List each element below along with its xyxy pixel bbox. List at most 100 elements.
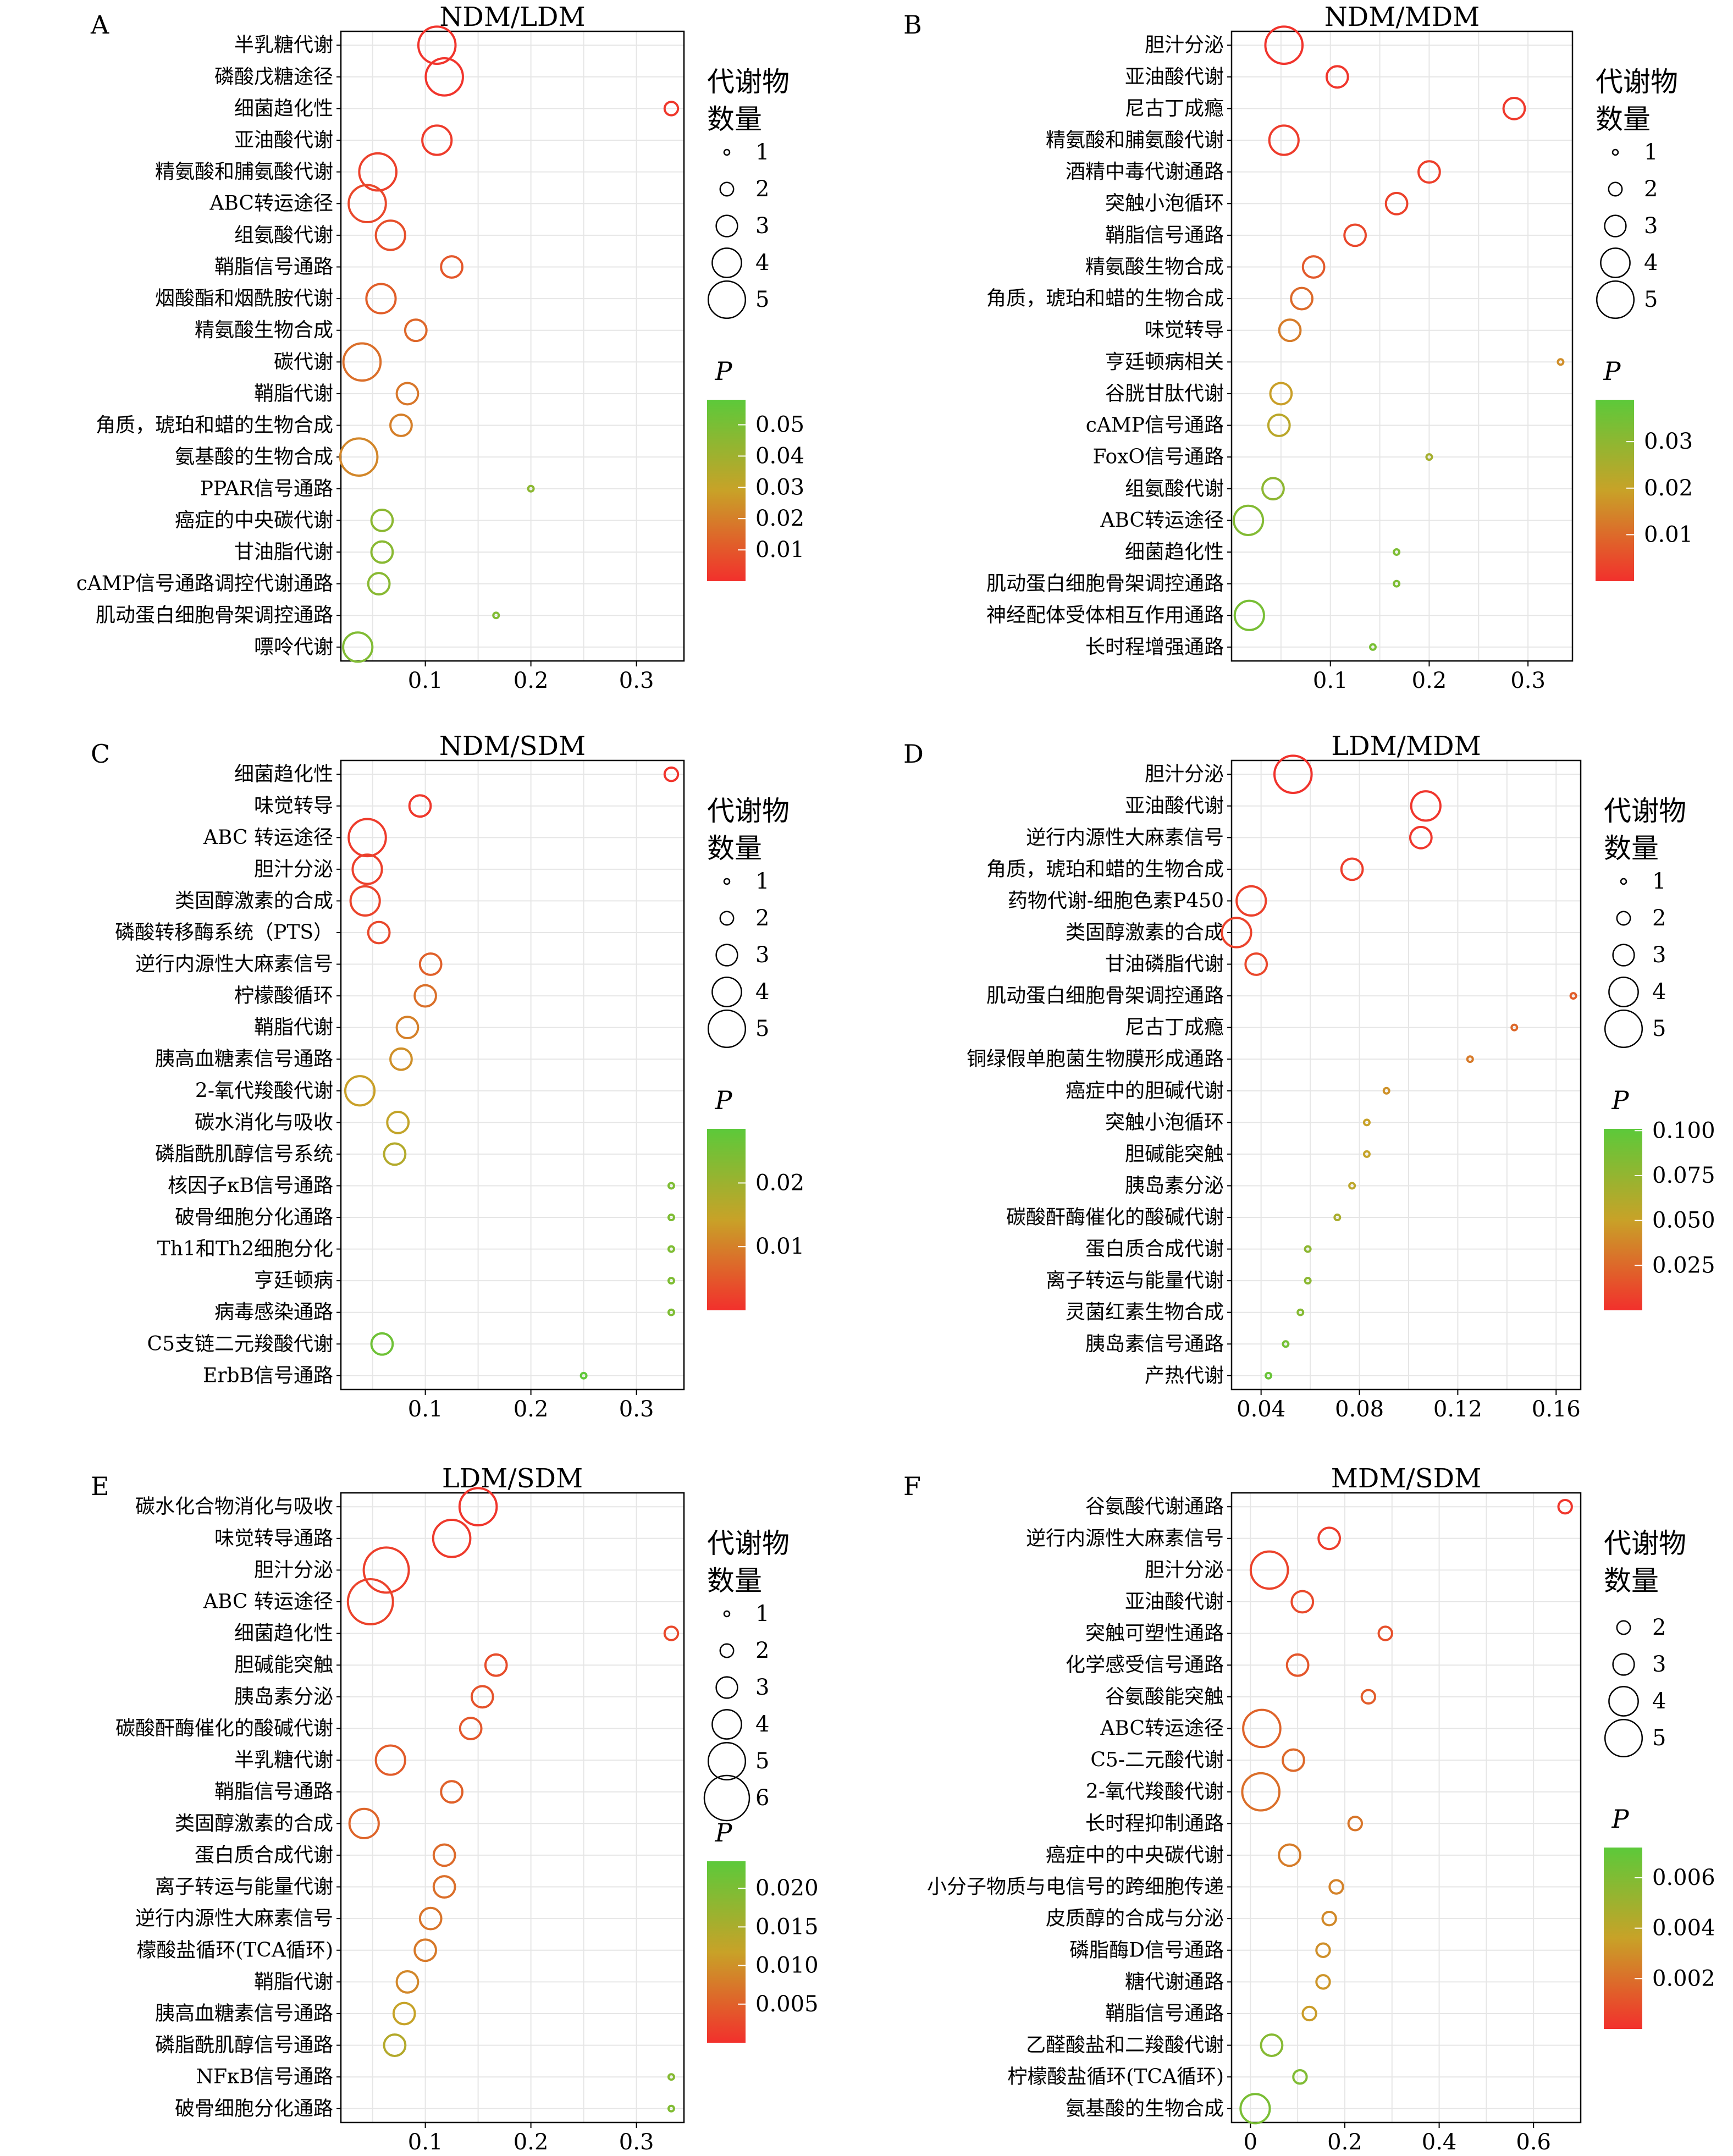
color-legend-label: 0.05 bbox=[755, 412, 804, 438]
data-point bbox=[1425, 453, 1433, 461]
y-tick-label: 突触小泡循环 bbox=[1105, 1111, 1224, 1134]
data-point bbox=[1221, 917, 1252, 949]
data-point bbox=[579, 1371, 588, 1380]
y-tick-label: 离子转运与能量代谢 bbox=[1046, 1270, 1224, 1292]
data-point bbox=[667, 2073, 675, 2081]
plot-background bbox=[1232, 1493, 1581, 2122]
data-point bbox=[417, 25, 457, 65]
panel-label: A bbox=[90, 10, 109, 40]
y-tick-label: 癌症中的胆碱代谢 bbox=[1066, 1079, 1224, 1102]
y-tick-label: 檬酸盐循环(TCA循环) bbox=[136, 1939, 333, 1961]
size-legend-marker bbox=[707, 1009, 747, 1049]
color-legend-label: 0.02 bbox=[1644, 476, 1693, 501]
data-point bbox=[386, 1110, 410, 1134]
size-legend-marker bbox=[707, 1741, 747, 1781]
data-point bbox=[1239, 2093, 1271, 2125]
data-point bbox=[389, 1047, 413, 1071]
y-tick-label: 胆汁分泌 bbox=[1145, 763, 1224, 786]
size-legend-marker bbox=[1604, 214, 1627, 238]
data-point bbox=[1510, 1023, 1519, 1032]
y-tick-label: NFκB信号通路 bbox=[196, 2066, 333, 2088]
x-tick-label: 0.04 bbox=[1237, 1397, 1285, 1422]
color-legend-label: 0.01 bbox=[1644, 522, 1693, 547]
data-point bbox=[395, 1970, 420, 1994]
y-tick-label: 小分子物质与电信号的跨细胞传递 bbox=[927, 1876, 1224, 1898]
data-point bbox=[347, 184, 387, 224]
size-legend-label: 4 bbox=[1644, 250, 1658, 275]
size-legend-marker bbox=[723, 148, 731, 156]
data-point bbox=[1377, 1625, 1393, 1641]
data-point bbox=[667, 1214, 675, 1222]
y-tick-label: cAMP信号通路 bbox=[1086, 414, 1224, 437]
y-tick-label: 逆行内源性大麻素信号 bbox=[1026, 1527, 1224, 1550]
y-tick-label: 肌动蛋白细胞骨架调控通路 bbox=[96, 604, 333, 627]
size-legend-label: 3 bbox=[1652, 1652, 1666, 1677]
x-tick-label: 0.6 bbox=[1516, 2130, 1551, 2155]
color-legend-title: P bbox=[1611, 1804, 1630, 1834]
y-tick-label: 蛋白质合成代谢 bbox=[1085, 1238, 1224, 1260]
y-tick-label: 逆行内源性大麻素信号 bbox=[135, 1907, 333, 1930]
y-tick-label: 半乳糖代谢 bbox=[234, 34, 333, 57]
size-legend-title: 数量 bbox=[707, 103, 762, 135]
data-point bbox=[1368, 643, 1377, 651]
size-legend-title: 数量 bbox=[1596, 103, 1651, 135]
plot-background bbox=[341, 1493, 684, 2122]
chart-title: MDM/SDM bbox=[1331, 1463, 1481, 1494]
data-point bbox=[367, 920, 391, 945]
y-tick-label: 谷氨酸能突触 bbox=[1105, 1685, 1224, 1708]
size-legend-marker bbox=[711, 1709, 742, 1740]
data-point bbox=[1241, 1772, 1281, 1812]
size-legend-label: 1 bbox=[1644, 140, 1658, 165]
y-tick-label: 胰岛素分泌 bbox=[234, 1685, 333, 1708]
size-legend-label: 3 bbox=[1652, 942, 1666, 968]
size-legend-marker bbox=[723, 1610, 731, 1618]
y-tick-label: 突触可塑性通路 bbox=[1085, 1622, 1224, 1645]
data-point bbox=[348, 1807, 380, 1839]
y-tick-label: 长时程抑制通路 bbox=[1085, 1812, 1224, 1835]
color-legend-label: 0.04 bbox=[755, 443, 804, 468]
data-point bbox=[667, 2104, 675, 2113]
size-legend-marker bbox=[1604, 1718, 1643, 1758]
y-tick-label: 味觉转导 bbox=[1145, 319, 1224, 341]
y-tick-label: C5支链二元羧酸代谢 bbox=[147, 1333, 333, 1355]
data-point bbox=[1502, 97, 1526, 120]
data-point bbox=[351, 853, 383, 885]
data-point bbox=[1340, 857, 1364, 881]
y-tick-label: ErbB信号通路 bbox=[203, 1364, 333, 1387]
size-legend-title: 代谢物 bbox=[1604, 795, 1686, 827]
y-tick-label: 化学感受信号通路 bbox=[1066, 1654, 1224, 1677]
data-point bbox=[344, 1075, 376, 1107]
y-tick-label: 胆碱能突触 bbox=[234, 1654, 333, 1677]
size-legend-marker bbox=[711, 977, 742, 1007]
color-legend-bar bbox=[707, 1129, 746, 1310]
x-tick-label: 0.12 bbox=[1433, 1397, 1482, 1422]
size-legend-marker bbox=[711, 247, 742, 278]
data-point bbox=[395, 382, 420, 406]
data-point bbox=[339, 437, 379, 477]
plot-background bbox=[1232, 31, 1572, 661]
data-point bbox=[367, 572, 391, 595]
color-legend-bar bbox=[1596, 400, 1634, 581]
data-point bbox=[342, 631, 374, 663]
size-legend-label: 3 bbox=[755, 1675, 769, 1700]
data-point bbox=[1235, 885, 1267, 917]
size-legend-marker bbox=[715, 214, 738, 238]
size-legend-title: 代谢物 bbox=[1604, 1528, 1686, 1559]
y-tick-label: 精氨酸生物合成 bbox=[1085, 256, 1224, 278]
data-point bbox=[1347, 1816, 1364, 1832]
color-legend-label: 0.010 bbox=[755, 1953, 819, 1978]
data-point bbox=[1296, 1308, 1305, 1316]
plot-frame bbox=[340, 759, 685, 1391]
size-legend-marker bbox=[1612, 1653, 1635, 1676]
size-legend-title: 代谢物 bbox=[1596, 66, 1678, 98]
plot-frame bbox=[1230, 759, 1582, 1391]
data-point bbox=[667, 1308, 675, 1316]
y-tick-label: 癌症的中央碳代谢 bbox=[175, 509, 333, 532]
y-tick-label: 鞘脂代谢 bbox=[254, 1016, 333, 1039]
size-legend-label: 6 bbox=[755, 1785, 769, 1811]
data-point bbox=[1557, 358, 1565, 366]
y-tick-label: 药物代谢-细胞色素P450 bbox=[1008, 890, 1224, 912]
plot-background bbox=[1232, 760, 1581, 1389]
color-legend-label: 0.020 bbox=[755, 1876, 819, 1901]
